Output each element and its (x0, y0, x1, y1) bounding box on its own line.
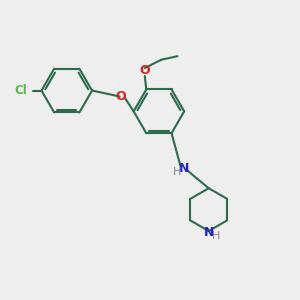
Text: H: H (173, 167, 182, 178)
Text: H: H (212, 231, 220, 242)
Text: N: N (203, 226, 214, 239)
Text: O: O (140, 64, 150, 77)
Text: O: O (116, 90, 127, 103)
Text: N: N (179, 162, 189, 175)
Text: Cl: Cl (14, 84, 27, 97)
